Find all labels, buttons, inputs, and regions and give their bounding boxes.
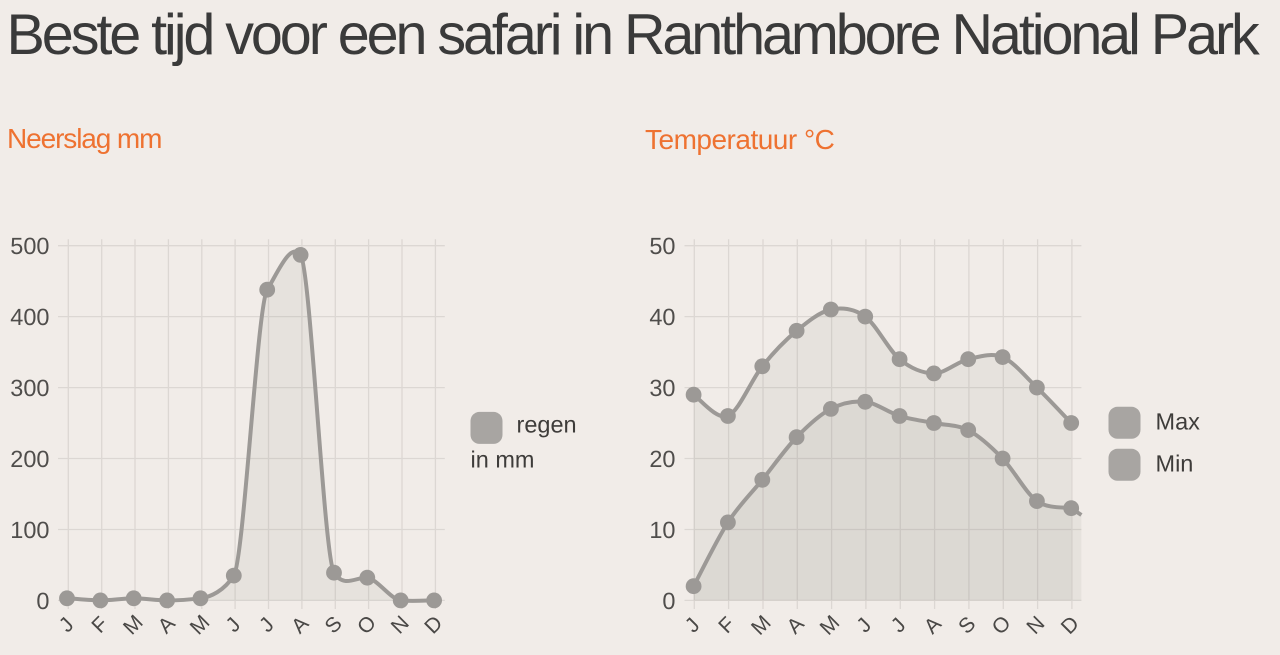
svg-text:20: 20 [649,446,675,472]
svg-text:J: J [681,614,705,638]
svg-text:O: O [988,611,1016,639]
svg-text:D: D [420,612,447,639]
svg-text:400: 400 [10,304,49,330]
svg-text:J: J [255,613,279,637]
svg-text:J: J [55,613,79,637]
svg-text:Min: Min [1156,451,1194,477]
svg-text:M: M [119,611,148,640]
svg-text:D: D [1057,612,1084,639]
svg-text:M: M [186,611,215,640]
svg-text:J: J [887,614,911,638]
svg-text:S: S [321,612,347,638]
svg-text:M: M [747,611,776,640]
svg-text:F: F [87,612,112,637]
svg-text:regen: regen [517,412,577,438]
svg-text:O: O [353,611,381,639]
svg-text:0: 0 [36,588,49,614]
svg-text:500: 500 [10,233,49,259]
svg-text:40: 40 [649,304,675,330]
svg-text:N: N [1022,612,1049,639]
svg-text:200: 200 [10,446,49,472]
svg-text:100: 100 [10,517,49,543]
svg-text:F: F [714,613,739,638]
svg-text:in mm: in mm [471,446,535,472]
svg-text:0: 0 [662,588,675,614]
svg-text:A: A [154,612,180,638]
svg-text:A: A [783,612,809,638]
svg-text:30: 30 [649,375,675,401]
svg-text:Max: Max [1156,409,1201,435]
svg-text:10: 10 [649,517,675,543]
svg-text:N: N [387,612,414,639]
svg-text:J: J [852,614,876,638]
svg-text:300: 300 [10,375,49,401]
svg-text:S: S [954,612,980,638]
svg-text:A: A [920,612,946,638]
svg-text:50: 50 [649,233,675,259]
svg-text:J: J [222,613,246,637]
svg-text:M: M [816,611,845,640]
svg-text:A: A [287,612,313,638]
